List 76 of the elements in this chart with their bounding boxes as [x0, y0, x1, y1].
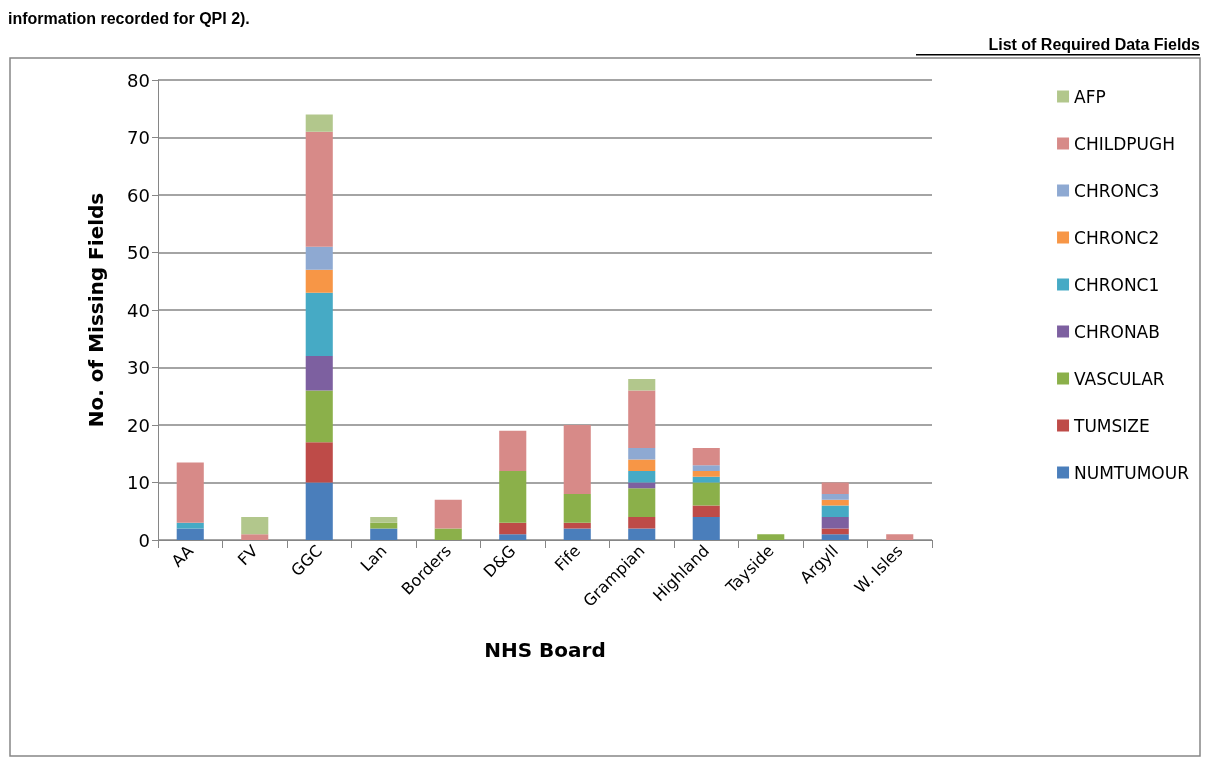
y-tick-label: 10: [127, 472, 150, 493]
legend-label: CHRONC3: [1074, 180, 1160, 201]
bar: [692, 448, 720, 466]
bar: [563, 425, 591, 494]
legend-label: TUMSIZE: [1073, 415, 1150, 436]
legend-label: CHRONAB: [1074, 321, 1160, 342]
bar: [499, 471, 527, 523]
legend-label: CHRONC2: [1074, 227, 1160, 248]
bar: [305, 114, 333, 132]
x-tick-label: AA: [167, 541, 197, 571]
y-axis-title: No. of Missing Fields: [84, 192, 108, 428]
bar: [692, 465, 720, 471]
bar: [305, 442, 333, 483]
bar: [628, 459, 656, 471]
y-tick-label: 30: [127, 357, 150, 378]
bar: [628, 517, 656, 529]
bar: [821, 534, 849, 540]
bar: [305, 131, 333, 247]
y-tick-label: 70: [127, 127, 150, 148]
bar: [305, 482, 333, 540]
bar: [692, 505, 720, 517]
bar: [305, 246, 333, 270]
legend-label: CHRONC1: [1074, 274, 1160, 295]
bar: [628, 448, 656, 460]
bar: [821, 494, 849, 500]
legend-label: CHILDPUGH: [1074, 133, 1175, 154]
bar: [305, 292, 333, 356]
bar: [305, 269, 333, 293]
y-tick-label: 40: [127, 299, 150, 321]
text: List of Required Data Fields: [988, 35, 1201, 53]
bar: [821, 517, 849, 529]
y-tick-label: 50: [127, 242, 150, 263]
bar: [563, 522, 591, 529]
bar: [757, 534, 785, 540]
bar: [176, 528, 204, 540]
y-tick-label: 20: [127, 414, 150, 436]
bar: [628, 488, 656, 517]
x-axis-title: NHS Board: [484, 638, 606, 662]
y-tick-label: 60: [127, 184, 150, 206]
bar: [499, 430, 527, 471]
x-tick-label: FV: [233, 541, 262, 569]
bar: [499, 534, 527, 540]
bar: [692, 471, 720, 477]
y-tick-label: 80: [127, 69, 150, 91]
legend-label: NUMTUMOUR: [1074, 462, 1190, 483]
bar: [434, 528, 462, 540]
bar: [241, 517, 269, 535]
bar: [628, 390, 656, 448]
bar: [628, 471, 656, 483]
bar: [886, 534, 914, 540]
y-tick-label: 0: [138, 529, 150, 551]
legend-label: AFP: [1074, 86, 1106, 107]
bar: [370, 517, 398, 523]
bar: [434, 499, 462, 529]
legend-label: VASCULAR: [1074, 368, 1165, 389]
bar: [305, 356, 333, 391]
bar: [628, 528, 656, 540]
bar: [821, 505, 849, 517]
bar: [370, 522, 398, 529]
bar: [692, 482, 720, 506]
bar: [692, 476, 720, 483]
bar: [563, 528, 591, 540]
bar: [241, 534, 269, 540]
bar: [499, 522, 527, 535]
x-tick-label: Fife: [550, 541, 584, 575]
bar: [176, 522, 204, 529]
bar: [821, 499, 849, 506]
bar: [821, 482, 849, 494]
x-tick-label: Lan: [356, 541, 391, 576]
bar: [305, 390, 333, 443]
bar: [176, 462, 204, 523]
bar: [692, 517, 720, 540]
text: information recorded for QPI 2).: [8, 9, 250, 27]
bar: [370, 528, 398, 540]
bar: [628, 379, 656, 391]
bar: [563, 494, 591, 523]
